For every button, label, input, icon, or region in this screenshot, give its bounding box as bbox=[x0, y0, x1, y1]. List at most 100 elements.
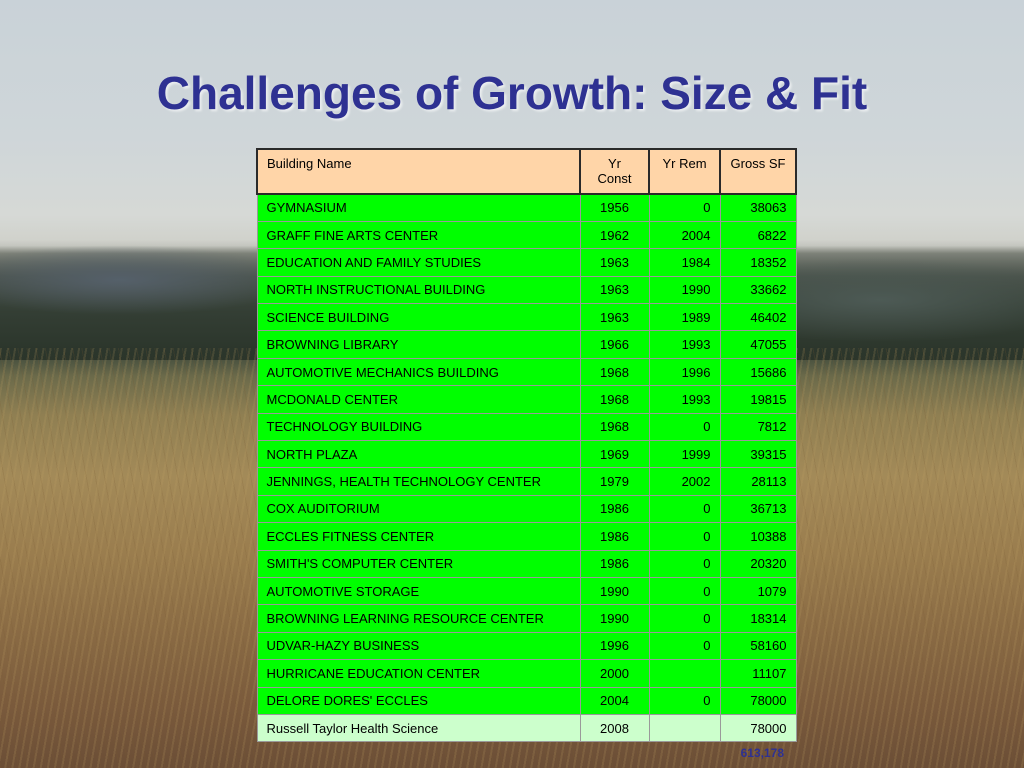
cell-building-name: COX AUDITORIUM bbox=[256, 494, 581, 524]
cell-yr-const: 2008 bbox=[579, 713, 650, 743]
cell-yr-rem: 0 bbox=[648, 549, 721, 578]
table-row: EDUCATION AND FAMILY STUDIES 1963 1984 1835… bbox=[256, 248, 797, 277]
cell-yr-const: 1963 bbox=[579, 303, 650, 332]
cell-gross-sf: 33662 bbox=[719, 275, 797, 305]
cell-gross-sf: 39315 bbox=[719, 440, 797, 469]
cell-yr-const: 2004 bbox=[579, 686, 650, 715]
cell-building-name: JENNINGS, HEALTH TECHNOLOGY CENTER bbox=[256, 467, 581, 496]
cell-yr-const: 1986 bbox=[579, 494, 650, 524]
cell-building-name: HURRICANE EDUCATION CENTER bbox=[256, 659, 581, 688]
header-yr-rem: Yr Rem bbox=[648, 148, 721, 195]
cell-building-name: BROWNING LIBRARY bbox=[256, 330, 581, 359]
cell-yr-rem: 2002 bbox=[648, 467, 721, 496]
cell-yr-rem: 0 bbox=[648, 576, 721, 606]
cell-building-name: SCIENCE BUILDING bbox=[256, 303, 581, 332]
cell-yr-rem: 0 bbox=[648, 412, 721, 442]
cell-building-name: DELORE DORES' ECCLES bbox=[256, 686, 581, 715]
cell-gross-sf: 20320 bbox=[719, 549, 797, 578]
cell-gross-sf: 15686 bbox=[719, 357, 797, 387]
table-row: NORTH INSTRUCTIONAL BUILDING 1963 1990 3366… bbox=[256, 275, 797, 305]
cell-yr-const: 1956 bbox=[579, 193, 650, 222]
slide-title: Challenges of Growth: Size & Fit bbox=[156, 67, 868, 119]
header-building-name: Building Name bbox=[256, 148, 581, 195]
cell-gross-sf: 36713 bbox=[719, 494, 797, 524]
cell-building-name: ECCLES FITNESS CENTER bbox=[256, 522, 581, 551]
cell-yr-rem: 0 bbox=[648, 522, 721, 551]
table-body: GYMNASIUM 1956 0 38063 GRAFF FINE ARTS CENTE… bbox=[256, 193, 797, 743]
cell-gross-sf: 18352 bbox=[719, 248, 797, 277]
gross-sf-total: 613,178 bbox=[740, 746, 784, 760]
cell-building-name: Russell Taylor Health Science bbox=[256, 713, 581, 743]
cell-yr-rem: 2004 bbox=[648, 220, 721, 250]
cell-yr-const: 1963 bbox=[579, 248, 650, 277]
header-gross-sf: Gross SF bbox=[719, 148, 797, 195]
cell-yr-const: 1966 bbox=[579, 330, 650, 359]
cell-gross-sf: 1079 bbox=[719, 576, 797, 606]
buildings-table: Building Name Yr Const Yr Rem Gross SF G… bbox=[256, 148, 797, 743]
cell-yr-const: 1986 bbox=[579, 522, 650, 551]
cell-gross-sf: 58160 bbox=[719, 631, 797, 661]
header-yr-const: Yr Const bbox=[579, 148, 650, 195]
cell-yr-rem: 1989 bbox=[648, 303, 721, 332]
cell-yr-rem: 1993 bbox=[648, 385, 721, 414]
cell-building-name: GYMNASIUM bbox=[256, 193, 581, 222]
cell-yr-const: 1990 bbox=[579, 576, 650, 606]
cell-gross-sf: 46402 bbox=[719, 303, 797, 332]
cell-building-name: EDUCATION AND FAMILY STUDIES bbox=[256, 248, 581, 277]
cell-yr-rem: 0 bbox=[648, 494, 721, 524]
table-row: HURRICANE EDUCATION CENTER 2000 11107 bbox=[256, 659, 797, 688]
cell-gross-sf: 47055 bbox=[719, 330, 797, 359]
cell-gross-sf: 28113 bbox=[719, 467, 797, 496]
table-row: BROWNING LEARNING RESOURCE CENTER 1990 0 18… bbox=[256, 604, 797, 633]
cell-building-name: SMITH'S COMPUTER CENTER bbox=[256, 549, 581, 578]
cell-gross-sf: 78000 bbox=[719, 686, 797, 715]
cell-building-name: MCDONALD CENTER bbox=[256, 385, 581, 414]
cell-gross-sf: 78000 bbox=[719, 713, 797, 743]
cell-gross-sf: 18314 bbox=[719, 604, 797, 633]
table-row: AUTOMOTIVE STORAGE 1990 0 1079 bbox=[256, 576, 797, 606]
cell-building-name: NORTH PLAZA bbox=[256, 440, 581, 469]
cell-yr-const: 2000 bbox=[579, 659, 650, 688]
cell-yr-rem bbox=[648, 713, 721, 743]
table-header-row: Building Name Yr Const Yr Rem Gross SF bbox=[256, 148, 797, 195]
cell-gross-sf: 19815 bbox=[719, 385, 797, 414]
table-row: TECHNOLOGY BUILDING 1968 0 7812 bbox=[256, 412, 797, 442]
table-row: SMITH'S COMPUTER CENTER 1986 0 20320 bbox=[256, 549, 797, 578]
cell-yr-rem: 1984 bbox=[648, 248, 721, 277]
table-row: AUTOMOTIVE MECHANICS BUILDING 1968 1996 156… bbox=[256, 357, 797, 387]
cell-gross-sf: 10388 bbox=[719, 522, 797, 551]
cell-yr-const: 1968 bbox=[579, 412, 650, 442]
cell-building-name: GRAFF FINE ARTS CENTER bbox=[256, 220, 581, 250]
cell-yr-rem: 0 bbox=[648, 193, 721, 222]
table-row: COX AUDITORIUM 1986 0 36713 bbox=[256, 494, 797, 524]
cell-building-name: AUTOMOTIVE MECHANICS BUILDING bbox=[256, 357, 581, 387]
table-row: MCDONALD CENTER 1968 1993 19815 bbox=[256, 385, 797, 414]
cell-gross-sf: 7812 bbox=[719, 412, 797, 442]
cell-yr-rem: 1990 bbox=[648, 275, 721, 305]
table-row: GRAFF FINE ARTS CENTER 1962 2004 6822 bbox=[256, 220, 797, 250]
cell-yr-rem bbox=[648, 659, 721, 688]
cell-yr-const: 1986 bbox=[579, 549, 650, 578]
cell-yr-const: 1962 bbox=[579, 220, 650, 250]
cell-yr-rem: 1996 bbox=[648, 357, 721, 387]
table-row: Russell Taylor Health Science 2008 78000 bbox=[256, 713, 797, 743]
cell-yr-const: 1968 bbox=[579, 357, 650, 387]
cell-yr-const: 1979 bbox=[579, 467, 650, 496]
table-row: ECCLES FITNESS CENTER 1986 0 10388 bbox=[256, 522, 797, 551]
cell-yr-const: 1990 bbox=[579, 604, 650, 633]
cell-yr-const: 1963 bbox=[579, 275, 650, 305]
table-row: GYMNASIUM 1956 0 38063 bbox=[256, 193, 797, 222]
table-row: JENNINGS, HEALTH TECHNOLOGY CENTER 1979 20… bbox=[256, 467, 797, 496]
table-row: DELORE DORES' ECCLES 2004 0 78000 bbox=[256, 686, 797, 715]
cell-building-name: TECHNOLOGY BUILDING bbox=[256, 412, 581, 442]
cell-yr-rem: 1999 bbox=[648, 440, 721, 469]
cell-yr-const: 1968 bbox=[579, 385, 650, 414]
cell-gross-sf: 6822 bbox=[719, 220, 797, 250]
cell-yr-const: 1969 bbox=[579, 440, 650, 469]
cell-yr-rem: 0 bbox=[648, 631, 721, 661]
cell-building-name: UDVAR-HAZY BUSINESS bbox=[256, 631, 581, 661]
cell-yr-rem: 1993 bbox=[648, 330, 721, 359]
cell-building-name: AUTOMOTIVE STORAGE bbox=[256, 576, 581, 606]
cell-yr-rem: 0 bbox=[648, 686, 721, 715]
